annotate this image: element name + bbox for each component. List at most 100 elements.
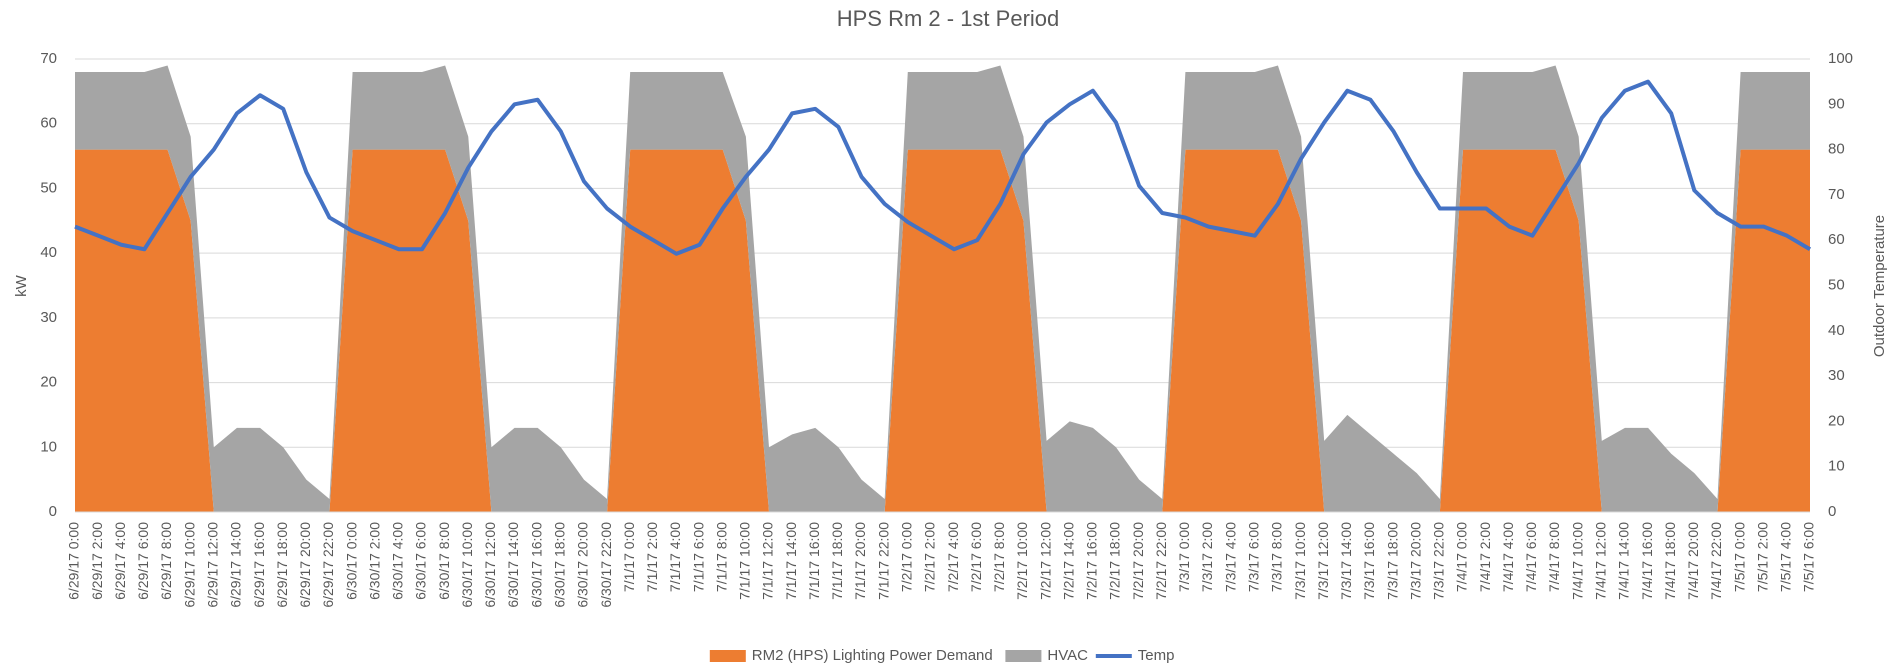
y-tick-label: 60: [40, 115, 57, 132]
x-tick-label: 7/5/17 0:00: [1731, 522, 1747, 592]
y2-tick-label: 70: [1828, 186, 1845, 203]
x-tick-label: 7/1/17 10:00: [737, 522, 753, 600]
y-tick-label: 40: [40, 244, 57, 261]
x-tick-label: 6/30/17 14:00: [505, 522, 521, 608]
y-tick-label: 20: [40, 374, 57, 391]
x-tick-label: 7/5/17 2:00: [1754, 522, 1770, 592]
y2-tick-label: 80: [1828, 141, 1845, 158]
x-tick-label: 6/29/17 10:00: [181, 522, 197, 608]
x-tick-label: 7/2/17 22:00: [1153, 522, 1169, 600]
x-tick-label: 6/30/17 16:00: [528, 522, 544, 608]
x-tick-label: 7/5/17 6:00: [1801, 522, 1817, 592]
x-tick-label: 7/4/17 20:00: [1685, 522, 1701, 600]
x-tick-label: 7/2/17 8:00: [991, 522, 1007, 592]
x-tick-label: 7/2/17 6:00: [968, 522, 984, 592]
legend-label: RM2 (HPS) Lighting Power Demand: [752, 647, 993, 664]
x-tick-label: 6/30/17 2:00: [366, 522, 382, 600]
x-tick-label: 7/3/17 6:00: [1246, 522, 1262, 592]
x-tick-label: 7/2/17 2:00: [922, 522, 938, 592]
x-tick-label: 7/1/17 2:00: [644, 522, 660, 592]
x-tick-label: 6/30/17 0:00: [343, 522, 359, 600]
x-tick-label: 7/1/17 18:00: [829, 522, 845, 600]
x-tick-label: 7/3/17 10:00: [1292, 522, 1308, 600]
x-tick-label: 6/30/17 20:00: [575, 522, 591, 608]
x-tick-label: 7/3/17 22:00: [1431, 522, 1447, 600]
y-tick-label: 70: [40, 50, 57, 67]
x-tick-label: 7/1/17 8:00: [713, 522, 729, 592]
x-tick-label: 7/3/17 2:00: [1199, 522, 1215, 592]
legend-swatch: [1005, 650, 1042, 662]
x-tick-label: 7/3/17 0:00: [1176, 522, 1192, 592]
y2-tick-label: 50: [1828, 276, 1845, 293]
x-tick-label: 7/4/17 22:00: [1708, 522, 1724, 600]
x-tick-label: 7/3/17 16:00: [1361, 522, 1377, 600]
x-tick-label: 7/2/17 14:00: [1060, 522, 1076, 600]
y-tick-label: 50: [40, 179, 57, 196]
x-tick-label: 7/4/17 12:00: [1593, 522, 1609, 600]
x-tick-label: 7/4/17 0:00: [1454, 522, 1470, 592]
x-tick-label: 6/29/17 22:00: [320, 522, 336, 608]
x-tick-label: 7/4/17 4:00: [1500, 522, 1516, 592]
x-tick-label: 7/3/17 4:00: [1222, 522, 1238, 592]
x-tick-label: 7/3/17 12:00: [1315, 522, 1331, 600]
x-tick-label: 6/29/17 16:00: [251, 522, 267, 608]
line: [74, 79, 1812, 256]
x-tick-label: 7/4/17 8:00: [1546, 522, 1562, 592]
x-tick-label: 7/1/17 14:00: [783, 522, 799, 600]
x-tick-label: 6/29/17 14:00: [228, 522, 244, 608]
x-tick-label: 7/1/17 0:00: [621, 522, 637, 592]
x-tick-label: 7/3/17 18:00: [1384, 522, 1400, 600]
x-tick-label: 6/30/17 12:00: [482, 522, 498, 608]
x-tick-label: 7/4/17 2:00: [1477, 522, 1493, 592]
x-tick-label: 6/30/17 8:00: [436, 522, 452, 600]
x-tick-label: 6/30/17 4:00: [390, 522, 406, 600]
x-tick-label: 7/1/17 6:00: [690, 522, 706, 592]
y2-tick-label: 30: [1828, 367, 1845, 384]
x-tick-label: 6/29/17 2:00: [89, 522, 105, 600]
y2-tick-label: 20: [1828, 412, 1845, 429]
x-tick-label: 6/29/17 20:00: [297, 522, 313, 608]
x-tick-label: 6/29/17 12:00: [205, 522, 221, 608]
x-tick-label: 7/1/17 12:00: [760, 522, 776, 600]
y2-tick-label: 90: [1828, 95, 1845, 112]
x-tick-label: 7/1/17 4:00: [667, 522, 683, 592]
x-tick-label: 7/3/17 8:00: [1269, 522, 1285, 592]
x-tick-label: 7/2/17 12:00: [1037, 522, 1053, 600]
y-tick-label: 10: [40, 438, 57, 455]
x-tick-label: 7/3/17 20:00: [1407, 522, 1423, 600]
area: [75, 149, 1810, 512]
x-tick-label: 7/4/17 14:00: [1616, 522, 1632, 600]
legend-swatch: [709, 650, 746, 662]
y-tick-label: 0: [49, 503, 57, 520]
y2-tick-label: 60: [1828, 231, 1845, 248]
y2-tick-label: 40: [1828, 322, 1845, 339]
x-tick-label: 7/4/17 16:00: [1639, 522, 1655, 600]
y-axis-title: kW: [13, 274, 30, 297]
y-tick-label: 30: [40, 309, 57, 326]
legend-label: HVAC: [1047, 647, 1088, 664]
x-tick-label: 6/30/17 10:00: [459, 522, 475, 608]
x-tick-label: 7/2/17 18:00: [1107, 522, 1123, 600]
x-tick-label: 7/3/17 14:00: [1338, 522, 1354, 600]
x-tick-label: 7/1/17 16:00: [806, 522, 822, 600]
x-tick-label: 6/30/17 22:00: [598, 522, 614, 608]
x-tick-label: 6/30/17 18:00: [552, 522, 568, 608]
legend-label: Temp: [1138, 647, 1175, 664]
x-tick-label: 6/29/17 8:00: [158, 522, 174, 600]
x-tick-label: 7/1/17 22:00: [875, 522, 891, 600]
x-tick-label: 7/2/17 10:00: [1014, 522, 1030, 600]
x-tick-label: 7/1/17 20:00: [852, 522, 868, 600]
x-tick-label: 7/4/17 10:00: [1569, 522, 1585, 600]
x-tick-label: 6/29/17 4:00: [112, 522, 128, 600]
x-tick-label: 7/2/17 0:00: [899, 522, 915, 592]
x-tick-label: 7/2/17 4:00: [945, 522, 961, 592]
area: [75, 65, 1810, 512]
x-tick-label: 6/29/17 6:00: [135, 522, 151, 600]
x-tick-label: 7/4/17 18:00: [1662, 522, 1678, 600]
x-tick-label: 7/4/17 6:00: [1523, 522, 1539, 592]
y2-tick-label: 0: [1828, 503, 1836, 520]
y2-tick-label: 10: [1828, 458, 1845, 475]
chart-title: HPS Rm 2 - 1st Period: [837, 6, 1060, 31]
x-tick-label: 6/30/17 6:00: [413, 522, 429, 600]
